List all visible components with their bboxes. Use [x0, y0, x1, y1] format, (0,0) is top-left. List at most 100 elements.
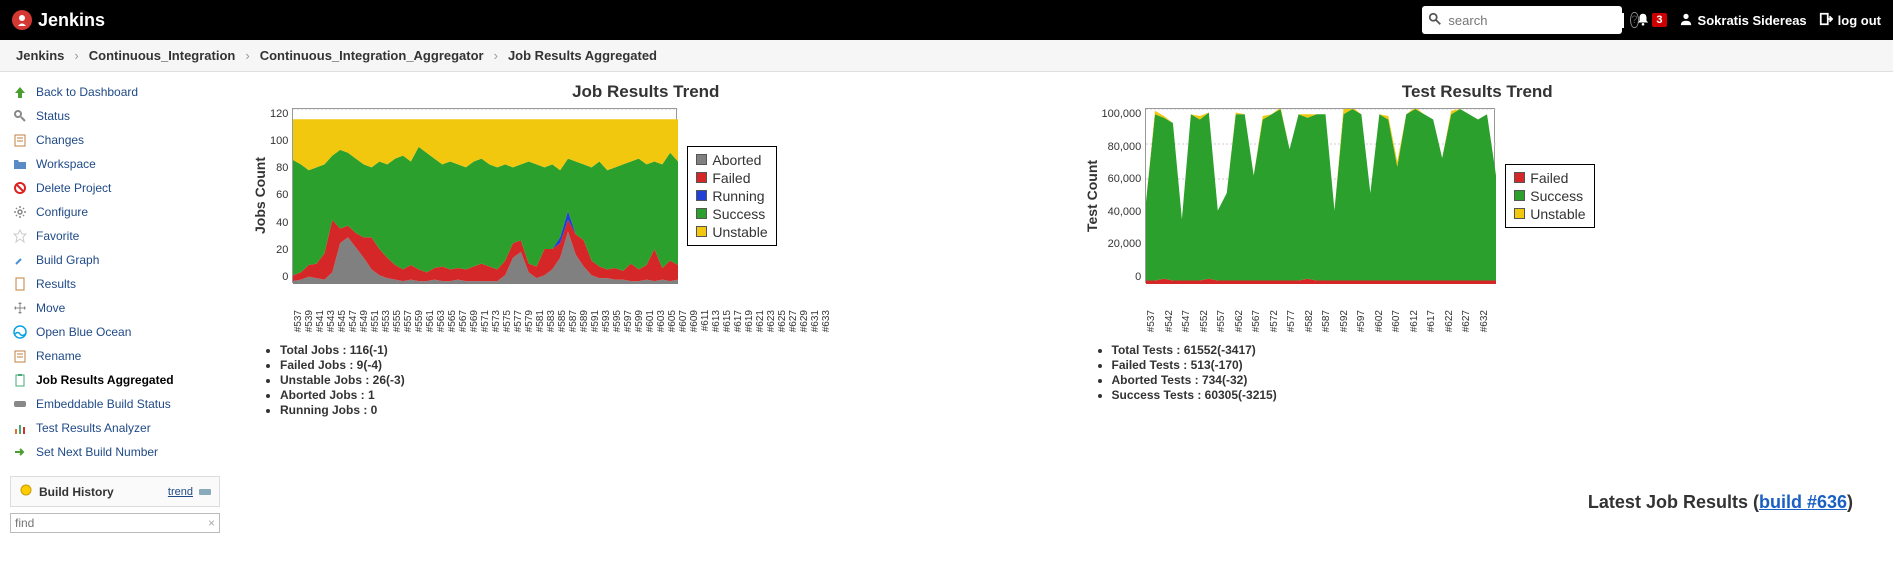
- test-chart-plot: #537#542#547#552#557#562#567#572#577#582…: [1145, 108, 1495, 283]
- top-bar: Jenkins ? 3 Sokratis Sidereas log out: [0, 0, 1893, 40]
- test-chart-legend: Failed SuccessUnstable: [1505, 164, 1594, 228]
- legend-item: Failed: [1514, 169, 1585, 187]
- latest-results: Latest Job Results (build #636): [250, 492, 1873, 537]
- stat-item: Aborted Jobs : 1: [280, 388, 1042, 402]
- sidebar-item-label: Delete Project: [36, 181, 111, 195]
- notifications-button[interactable]: 3: [1636, 12, 1666, 29]
- job-chart-yaxis: 120100806040200: [270, 108, 292, 283]
- legend-item: Aborted: [696, 151, 767, 169]
- sidebar-item[interactable]: Open Blue Ocean: [0, 320, 230, 344]
- trend-link[interactable]: trend: [168, 486, 193, 498]
- bell-icon: [1636, 12, 1650, 29]
- user-menu[interactable]: Sokratis Sidereas: [1679, 12, 1807, 29]
- logout-button[interactable]: log out: [1819, 12, 1881, 29]
- sidebar-item[interactable]: Rename: [0, 344, 230, 368]
- build-history-label: Build History: [39, 485, 162, 499]
- sidebar: Back to Dashboard Status Changes Workspace D…: [0, 72, 230, 547]
- next-icon: [12, 444, 28, 460]
- legend-swatch: [1514, 190, 1525, 201]
- breadcrumb-bar: Jenkins › Continuous_Integration › Continuou…: [0, 40, 1893, 72]
- legend-label: Running: [712, 188, 764, 204]
- logout-label: log out: [1838, 13, 1881, 28]
- legend-item: Success: [696, 205, 767, 223]
- up-arrow-icon: [12, 84, 28, 100]
- sidebar-item[interactable]: Test Results Analyzer: [0, 416, 230, 440]
- stat-item: Total Tests : 61552(-3417): [1112, 343, 1874, 357]
- chevron-right-icon: ›: [241, 48, 253, 63]
- test-chart-ylabel: Test Count: [1082, 108, 1102, 283]
- main-content: Job Results Trend Jobs Count 12010080604…: [230, 72, 1893, 547]
- test-chart-yaxis: 100,00080,00060,00040,00020,0000: [1102, 108, 1146, 283]
- legend-item: Unstable: [1514, 205, 1585, 223]
- search-input[interactable]: [1448, 13, 1624, 28]
- sidebar-item-label: Build Graph: [36, 253, 99, 267]
- job-chart-ylabel: Jobs Count: [250, 108, 270, 283]
- job-chart-plot: #537#539#541#543#545#547#549#551#553#555…: [292, 108, 677, 283]
- legend-swatch: [1514, 172, 1525, 183]
- gear-icon: [12, 204, 28, 220]
- sidebar-item-label: Status: [36, 109, 70, 123]
- search-icon: [1428, 12, 1442, 29]
- job-results-panel: Job Results Trend Jobs Count 12010080604…: [250, 82, 1042, 442]
- sidebar-item[interactable]: Favorite: [0, 224, 230, 248]
- find-box[interactable]: ×: [10, 513, 220, 533]
- jenkins-logo[interactable]: Jenkins: [12, 10, 105, 31]
- sidebar-item[interactable]: Set Next Build Number: [0, 440, 230, 464]
- sidebar-item[interactable]: Move: [0, 296, 230, 320]
- chevron-right-icon: ›: [490, 48, 502, 63]
- notebook-icon: [12, 132, 28, 148]
- notebook-icon: [12, 348, 28, 364]
- sidebar-item[interactable]: Results: [0, 272, 230, 296]
- blueocean-icon: [12, 324, 28, 340]
- breadcrumb-item[interactable]: Job Results Aggregated: [508, 48, 657, 63]
- legend-swatch: [696, 190, 707, 201]
- job-stats-list: Total Jobs : 116(-1)Failed Jobs : 9(-4)U…: [250, 343, 1042, 417]
- star-icon: [12, 228, 28, 244]
- legend-item: Unstable: [696, 223, 767, 241]
- sidebar-item-label: Changes: [36, 133, 84, 147]
- test-results-panel: Test Results Trend Test Count 100,00080,…: [1082, 82, 1874, 442]
- clipboard-icon: [12, 372, 28, 388]
- sidebar-item[interactable]: Workspace: [0, 152, 230, 176]
- legend-label: Success: [712, 206, 765, 222]
- legend-label: Failed: [1530, 170, 1568, 186]
- build-history-header[interactable]: Build History trend: [10, 476, 220, 507]
- chart-icon: [12, 420, 28, 436]
- stat-item: Failed Jobs : 9(-4): [280, 358, 1042, 372]
- stat-item: Running Jobs : 0: [280, 403, 1042, 417]
- legend-label: Aborted: [712, 152, 761, 168]
- history-icon: [19, 483, 33, 500]
- sidebar-item-label: Move: [36, 301, 65, 315]
- sidebar-item-label: Back to Dashboard: [36, 85, 138, 99]
- legend-item: Failed: [696, 169, 767, 187]
- stat-item: Total Jobs : 116(-1): [280, 343, 1042, 357]
- stat-item: Success Tests : 60305(-3215): [1112, 388, 1874, 402]
- logout-icon: [1819, 12, 1833, 29]
- user-icon: [1679, 12, 1693, 29]
- sidebar-item[interactable]: Status: [0, 104, 230, 128]
- breadcrumb-item[interactable]: Continuous_Integration: [89, 48, 236, 63]
- folder-icon: [12, 156, 28, 172]
- sidebar-item[interactable]: Back to Dashboard: [0, 80, 230, 104]
- sidebar-item-label: Configure: [36, 205, 88, 219]
- breadcrumb-item[interactable]: Continuous_Integration_Aggregator: [260, 48, 484, 63]
- job-chart-title: Job Results Trend: [250, 82, 1042, 102]
- search-box[interactable]: ?: [1422, 6, 1622, 34]
- legend-label: Success: [1530, 188, 1583, 204]
- collapse-toggle-icon[interactable]: [199, 489, 211, 495]
- sidebar-item[interactable]: Changes: [0, 128, 230, 152]
- sidebar-item[interactable]: Embeddable Build Status: [0, 392, 230, 416]
- sidebar-item[interactable]: Build Graph: [0, 248, 230, 272]
- find-input[interactable]: [15, 516, 208, 530]
- sidebar-item[interactable]: Job Results Aggregated: [0, 368, 230, 392]
- legend-item: Running: [696, 187, 767, 205]
- clear-icon[interactable]: ×: [208, 516, 215, 530]
- latest-build-link[interactable]: build #636: [1759, 492, 1847, 512]
- stat-item: Unstable Jobs : 26(-3): [280, 373, 1042, 387]
- breadcrumb-item[interactable]: Jenkins: [16, 48, 64, 63]
- sidebar-item[interactable]: Configure: [0, 200, 230, 224]
- sidebar-item-label: Results: [36, 277, 76, 291]
- legend-item: Success: [1514, 187, 1585, 205]
- magnifier-icon: [12, 108, 28, 124]
- sidebar-item[interactable]: Delete Project: [0, 176, 230, 200]
